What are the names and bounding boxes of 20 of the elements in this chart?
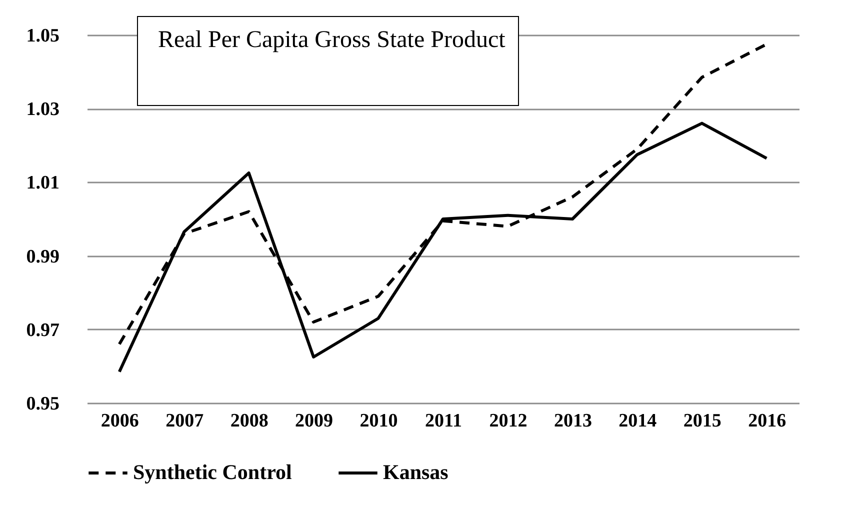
y-tick-label: 1.01 xyxy=(26,172,60,194)
x-tick-label: 2012 xyxy=(489,410,528,432)
x-tick-label: 2015 xyxy=(683,410,722,432)
x-tick-label: 2007 xyxy=(166,410,204,432)
x-tick-label: 2013 xyxy=(554,410,592,432)
x-tick-label: 2010 xyxy=(360,410,398,432)
legend-label: Kansas xyxy=(383,460,448,484)
y-tick-label: 1.05 xyxy=(26,26,60,46)
y-tick-label: 0.99 xyxy=(26,246,60,268)
x-tick-label: 2008 xyxy=(230,410,268,432)
legend-label: Synthetic Control xyxy=(133,460,292,484)
y-tick-label: 0.97 xyxy=(26,320,60,341)
y-tick-label: 0.95 xyxy=(26,394,60,414)
y-tick-label: 1.03 xyxy=(26,99,60,120)
title-text-box: Real Per Capita Gross State Product xyxy=(137,16,519,106)
x-tick-label: 2006 xyxy=(100,410,139,432)
x-tick-label: 2009 xyxy=(295,410,334,432)
x-tick-label: 2014 xyxy=(618,410,658,432)
x-tick-label: 2016 xyxy=(748,410,786,432)
x-tick-label: 2011 xyxy=(425,410,462,432)
